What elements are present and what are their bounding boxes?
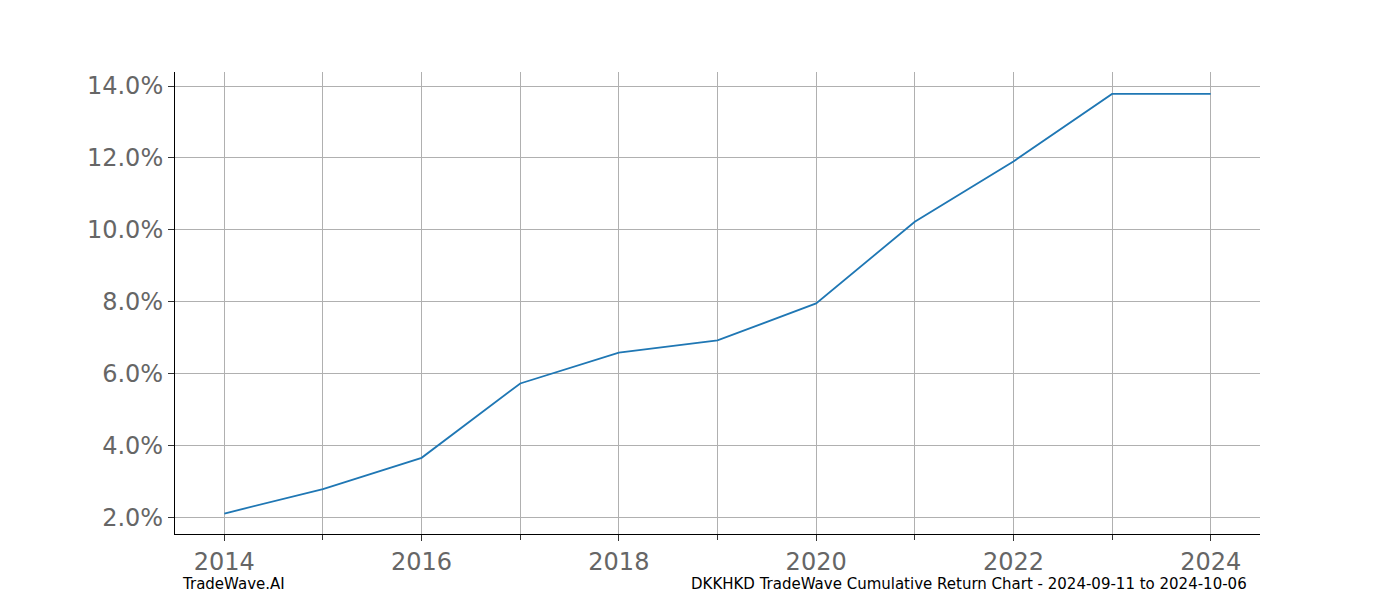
svg-text:2022: 2022 [983,548,1044,576]
svg-text:2014: 2014 [194,548,255,576]
svg-text:2024: 2024 [1180,548,1241,576]
svg-text:10.0%: 10.0% [87,216,163,244]
svg-text:4.0%: 4.0% [102,432,163,460]
svg-text:2018: 2018 [588,548,649,576]
svg-text:2.0%: 2.0% [102,504,163,532]
svg-text:DKKHKD TradeWave Cumulative Re: DKKHKD TradeWave Cumulative Return Chart… [691,575,1247,593]
svg-text:8.0%: 8.0% [102,288,163,316]
svg-text:2020: 2020 [786,548,847,576]
svg-text:TradeWave.AI: TradeWave.AI [182,575,285,593]
svg-text:14.0%: 14.0% [87,72,163,100]
svg-text:6.0%: 6.0% [102,360,163,388]
svg-text:2016: 2016 [391,548,452,576]
svg-text:12.0%: 12.0% [87,144,163,172]
